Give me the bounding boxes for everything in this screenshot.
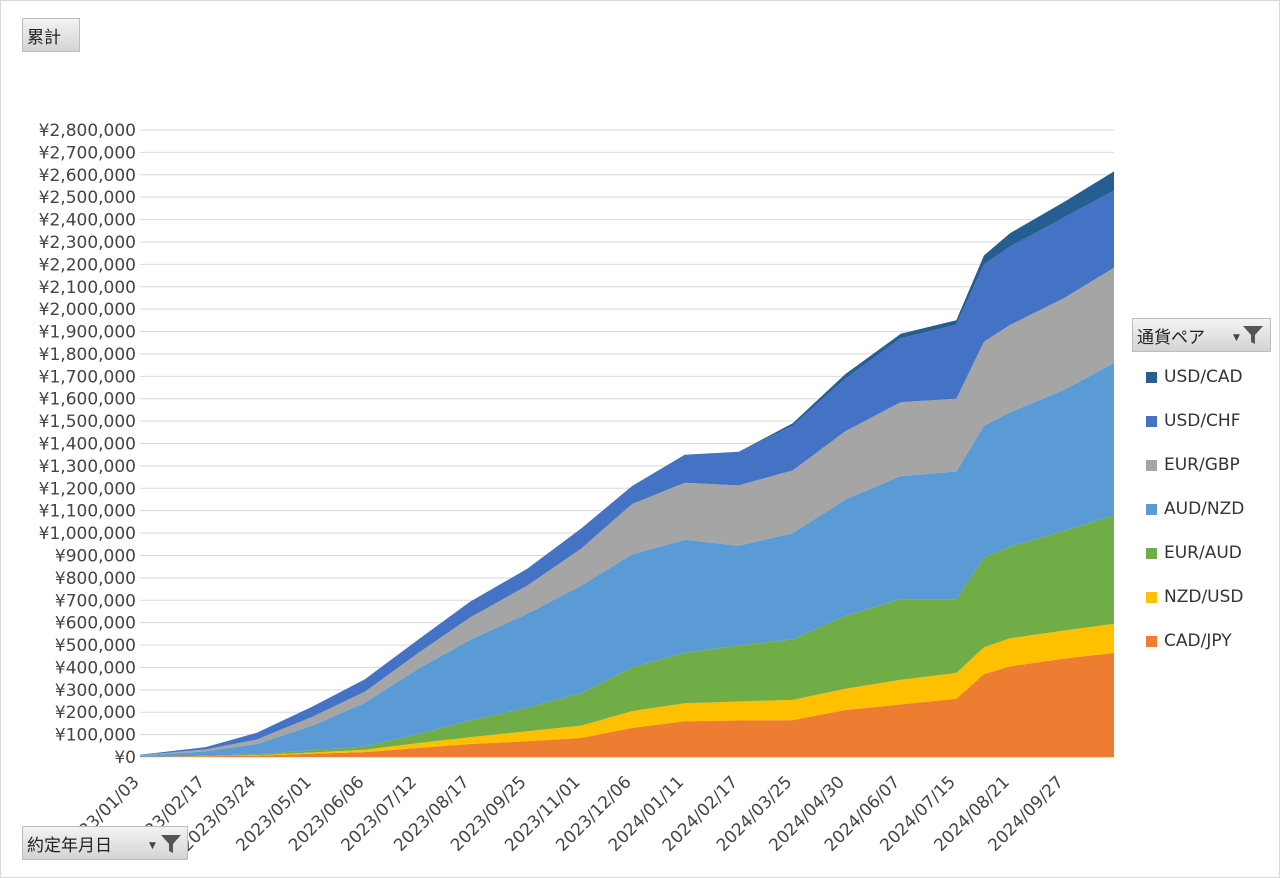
x-axis: 2023/01/032023/02/172023/03/242023/05/01… <box>60 772 1068 855</box>
legend-field-button[interactable]: 通貨ペア ▼ <box>1132 318 1271 352</box>
y-tick-label: ¥1,700,000 <box>39 367 136 387</box>
y-axis: ¥0¥100,000 ¥200,000¥300,000 ¥400,000¥500,0… <box>39 121 136 768</box>
y-tick-label: ¥2,500,000 <box>39 188 136 208</box>
y-tick-label: ¥2,000,000 <box>39 300 136 320</box>
legend: USD/CAD USD/CHF EUR/GBP AUD/NZD EUR/AUD NZD/U… <box>1130 355 1275 663</box>
y-tick-label: ¥1,000,000 <box>39 524 136 544</box>
area-series-aud-nzd[interactable] <box>140 362 1114 757</box>
y-tick-label: ¥0 <box>114 748 136 768</box>
area-series-eur-aud[interactable] <box>140 515 1114 757</box>
area-series-usd-cad[interactable] <box>140 171 1114 755</box>
y-tick-label: ¥400,000 <box>55 658 136 678</box>
legend-label: NZD/USD <box>1164 587 1244 607</box>
dropdown-arrow-icon: ▼ <box>149 841 156 851</box>
legend-swatch <box>1146 415 1157 427</box>
y-tick-label: ¥1,600,000 <box>39 390 136 410</box>
y-tick-label: ¥100,000 <box>55 726 136 746</box>
legend-item[interactable]: USD/CAD <box>1130 355 1275 399</box>
legend-label: USD/CAD <box>1164 367 1243 387</box>
legend-swatch <box>1146 547 1157 559</box>
y-tick-label: ¥1,200,000 <box>39 479 136 499</box>
dropdown-arrow-icon: ▼ <box>1233 333 1240 343</box>
area-series <box>140 171 1114 757</box>
axis-field-label: 約定年月日 <box>27 835 112 856</box>
filter-icon <box>1243 326 1263 344</box>
legend-swatch <box>1146 459 1157 471</box>
legend-item[interactable]: EUR/GBP <box>1130 443 1275 487</box>
legend-swatch <box>1146 371 1157 383</box>
y-tick-label: ¥1,500,000 <box>39 412 136 432</box>
y-tick-label: ¥200,000 <box>55 703 136 723</box>
legend-label: USD/CHF <box>1164 411 1241 431</box>
y-tick-label: ¥700,000 <box>55 591 136 611</box>
legend-swatch <box>1146 635 1157 647</box>
y-tick-label: ¥2,200,000 <box>39 255 136 275</box>
axis-field-button[interactable]: 約定年月日 ▼ <box>22 826 188 860</box>
y-tick-label: ¥300,000 <box>55 681 136 701</box>
measure-field-button[interactable]: 累計 <box>22 18 80 52</box>
area-series-cad-jpy[interactable] <box>140 652 1114 757</box>
y-tick-label: ¥600,000 <box>55 614 136 634</box>
legend-item[interactable]: CAD/JPY <box>1130 619 1275 663</box>
area-series-nzd-usd[interactable] <box>140 623 1114 757</box>
legend-swatch <box>1146 591 1157 603</box>
y-tick-label: ¥1,400,000 <box>39 435 136 455</box>
y-tick-label: ¥2,600,000 <box>39 166 136 186</box>
legend-label: EUR/AUD <box>1164 543 1242 563</box>
filter-icon <box>161 835 181 853</box>
legend-label: CAD/JPY <box>1164 631 1232 651</box>
y-tick-label: ¥500,000 <box>55 636 136 656</box>
legend-item[interactable]: EUR/AUD <box>1130 531 1275 575</box>
legend-swatch <box>1146 503 1157 515</box>
y-tick-label: ¥2,400,000 <box>39 211 136 231</box>
y-tick-label: ¥2,700,000 <box>39 143 136 163</box>
legend-label: AUD/NZD <box>1164 499 1245 519</box>
y-tick-label: ¥1,300,000 <box>39 457 136 477</box>
legend-label: EUR/GBP <box>1164 455 1240 475</box>
y-tick-label: ¥1,100,000 <box>39 502 136 522</box>
y-tick-label: ¥2,100,000 <box>39 278 136 298</box>
legend-item[interactable]: USD/CHF <box>1130 399 1275 443</box>
y-tick-label: ¥800,000 <box>55 569 136 589</box>
measure-field-label: 累計 <box>27 27 61 48</box>
y-tick-label: ¥900,000 <box>55 546 136 566</box>
area-series-eur-gbp[interactable] <box>140 267 1114 756</box>
y-tick-label: ¥1,800,000 <box>39 345 136 365</box>
y-tick-label: ¥1,900,000 <box>39 323 136 343</box>
legend-item[interactable]: AUD/NZD <box>1130 487 1275 531</box>
legend-field-label: 通貨ペア <box>1137 327 1205 348</box>
y-tick-label: ¥2,300,000 <box>39 233 136 253</box>
area-series-usd-chf[interactable] <box>140 190 1114 756</box>
legend-item[interactable]: NZD/USD <box>1130 575 1275 619</box>
y-tick-label: ¥2,800,000 <box>39 121 136 141</box>
